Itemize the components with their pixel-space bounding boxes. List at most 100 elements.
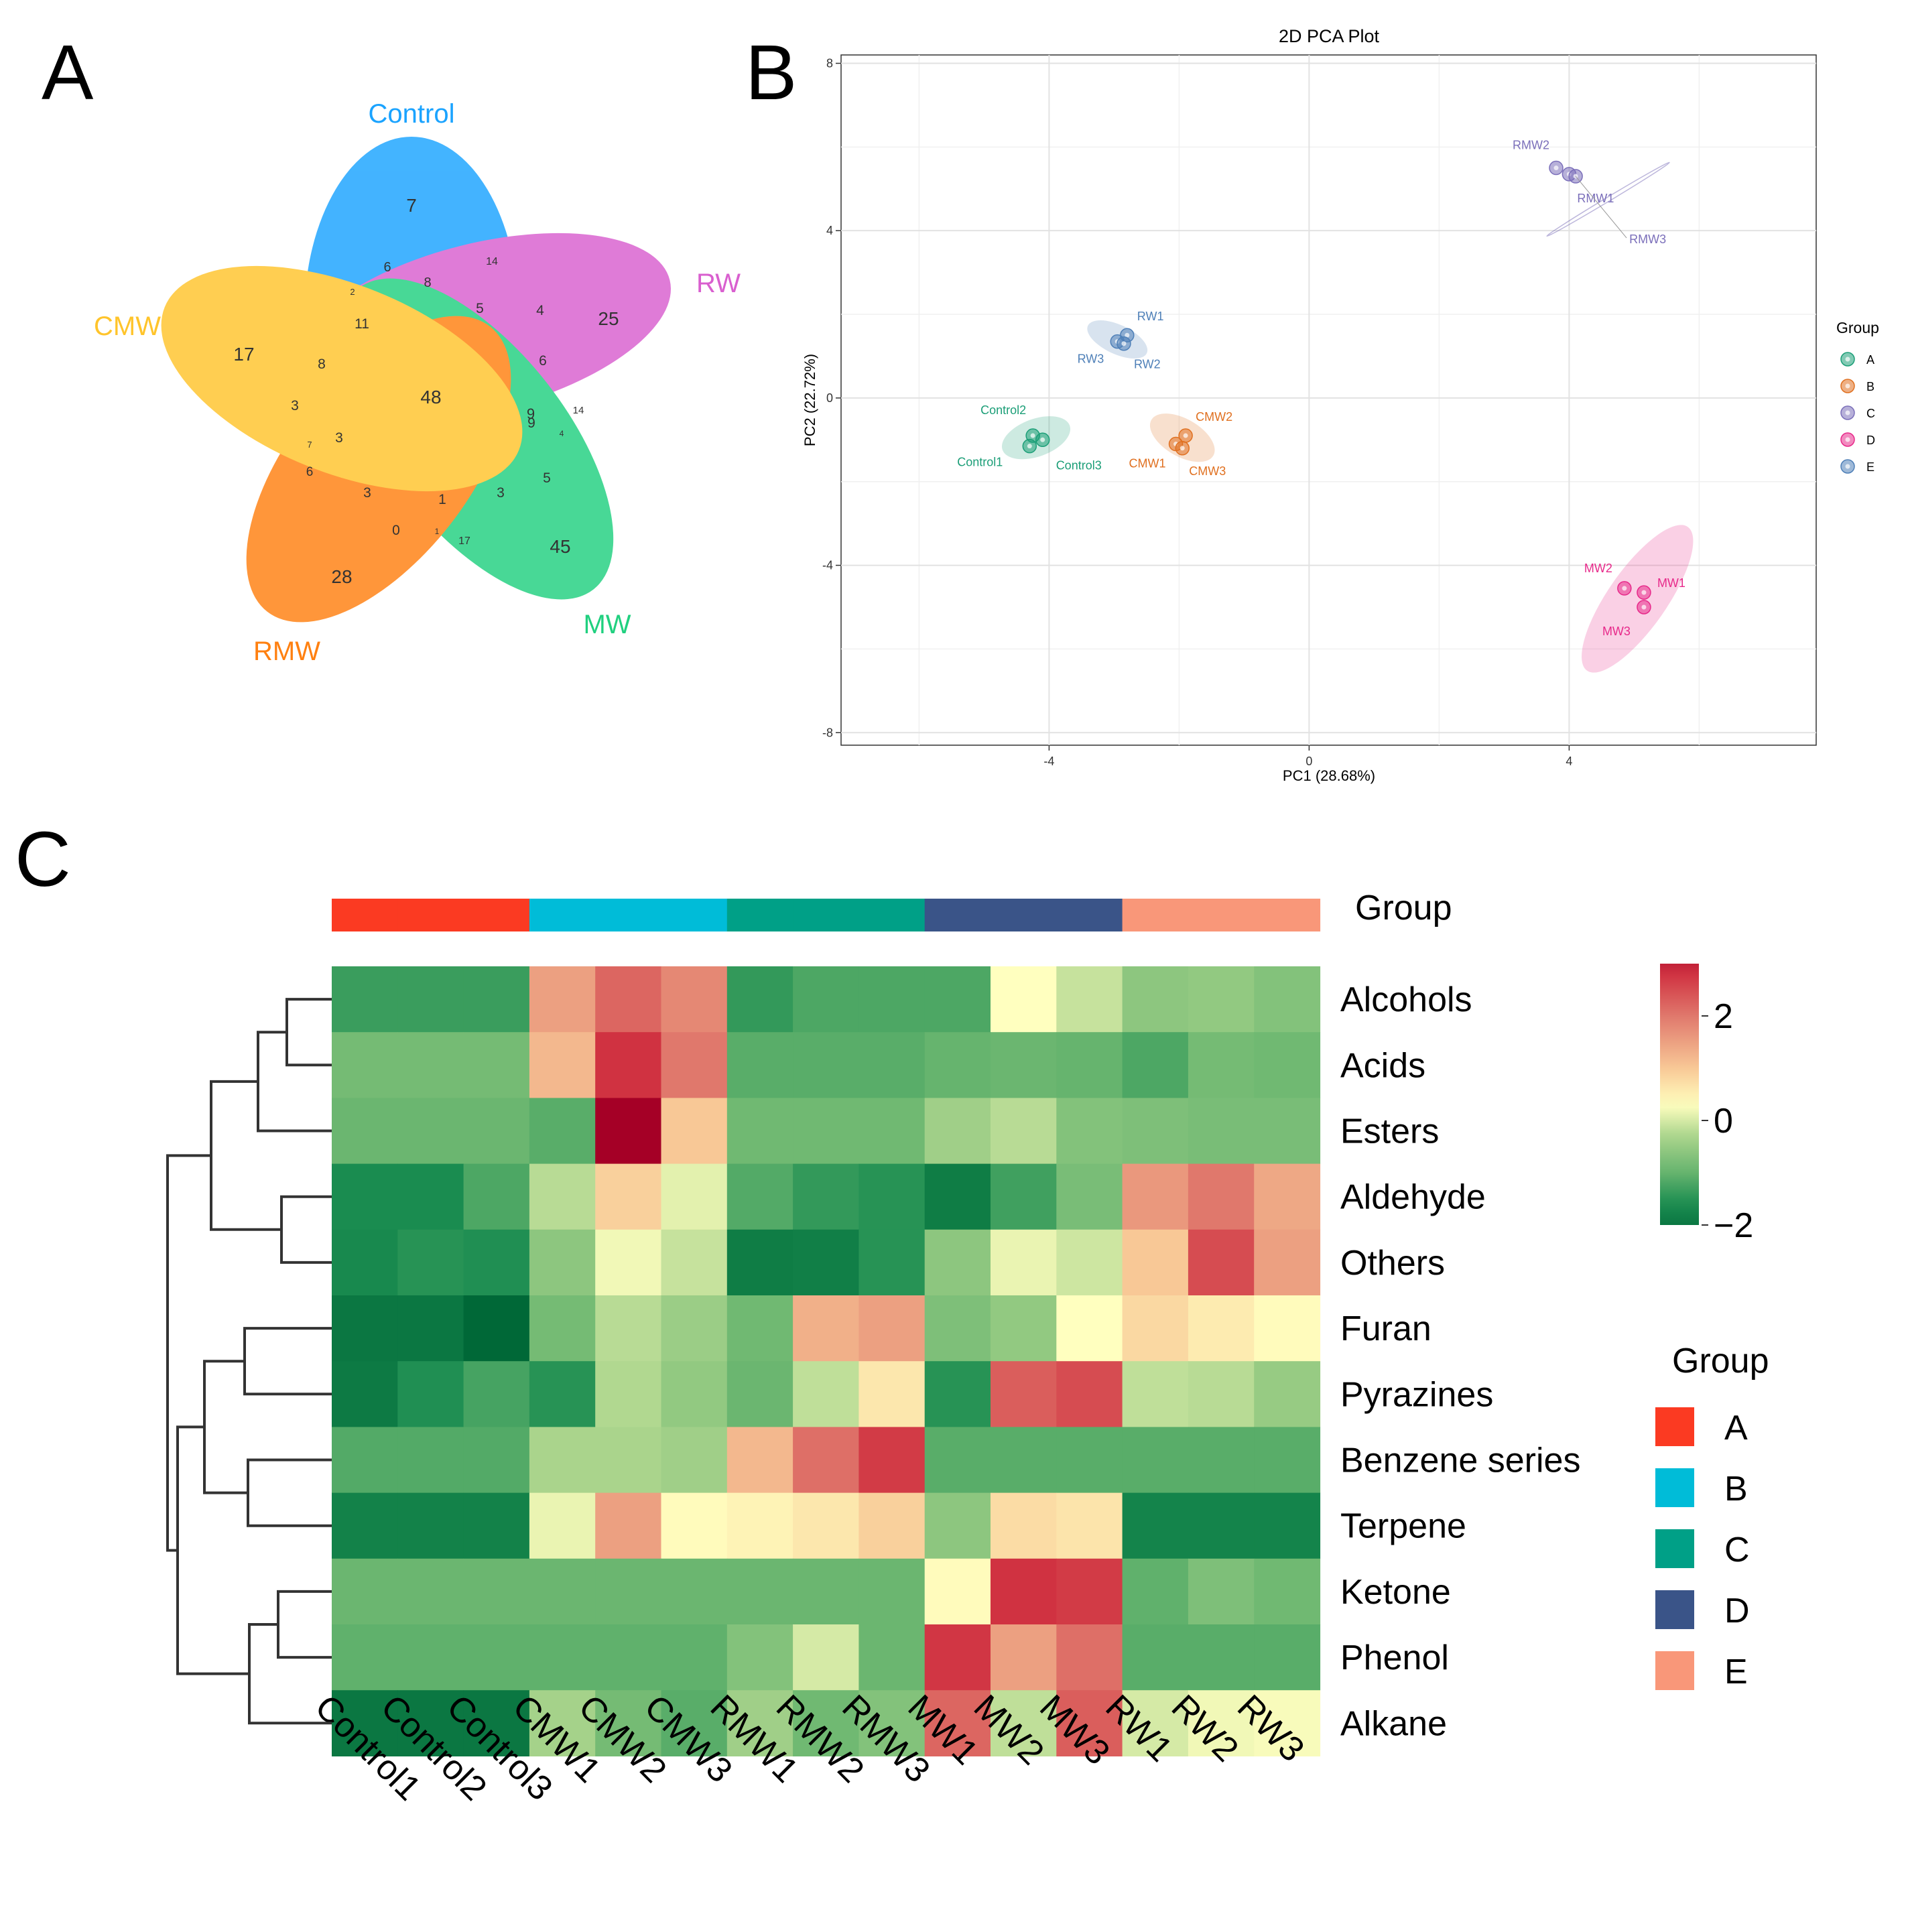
heatmap-cell <box>397 1624 464 1691</box>
heatmap-cell <box>1254 1427 1321 1494</box>
heatmap-annotation-cell <box>1122 899 1189 931</box>
heatmap-row-label: Ketone <box>1340 1573 1451 1612</box>
heatmap-cell <box>332 1427 398 1494</box>
heatmap-cell <box>726 1558 793 1625</box>
heatmap-cell <box>332 1361 398 1427</box>
heatmap-cell <box>1188 1427 1255 1494</box>
heatmap-cell <box>397 1032 464 1098</box>
heatmap-legend-label: B <box>1724 1470 1748 1508</box>
heatmap-annotation-cell <box>332 899 398 931</box>
pca-legend-key-center <box>1845 437 1850 442</box>
heatmap-annotation-cell <box>924 899 991 931</box>
panel-c-heatmap: C Group Alcohols Acids Esters Aldehyde Other… <box>15 816 1769 1808</box>
heatmap-cell <box>595 1098 662 1165</box>
heatmap-cell <box>1188 966 1255 1033</box>
venn-region-count: 5 <box>476 301 484 316</box>
heatmap-annotation-cell <box>529 899 596 931</box>
venn-region-count: 9 <box>527 405 535 422</box>
heatmap-legend-key-c <box>1655 1529 1694 1568</box>
heatmap-cell <box>793 1295 859 1362</box>
heatmap-cell <box>991 1427 1057 1494</box>
heatmap-cell <box>991 1492 1057 1559</box>
heatmap-cell <box>332 1032 398 1098</box>
heatmap-row-label: Pyrazines <box>1340 1375 1493 1414</box>
heatmap-legend-title: Group <box>1672 1342 1769 1380</box>
venn-count-rw-only: 25 <box>598 308 619 329</box>
heatmap-row-label: Furan <box>1340 1309 1431 1348</box>
heatmap-row-label: Aldehyde <box>1340 1178 1486 1217</box>
heatmap-cell <box>661 1098 728 1165</box>
heatmap-cell <box>1056 1492 1123 1559</box>
heatmap-cell <box>529 966 596 1033</box>
heatmap-cell <box>661 966 728 1033</box>
pca-title: 2D PCA Plot <box>1279 26 1380 46</box>
heatmap-cell <box>1122 1163 1189 1230</box>
heatmap-cell <box>463 966 530 1033</box>
heatmap-cell <box>858 1032 926 1098</box>
heatmap-cell <box>397 1361 464 1427</box>
heatmap-cell <box>1254 1295 1321 1362</box>
pca-point-label: MW3 <box>1602 625 1631 638</box>
venn-region-count: 4 <box>536 303 544 318</box>
pca-point-label: Control2 <box>980 403 1026 417</box>
pca-legend-label: E <box>1866 460 1874 474</box>
heatmap-cell <box>595 1624 662 1691</box>
pca-point-label: CMW3 <box>1189 464 1226 478</box>
pca-point-label: Control1 <box>957 456 1003 469</box>
heatmap-row-dendrogram <box>166 998 332 1725</box>
pca-point-label: CMW1 <box>1129 457 1166 470</box>
heatmap-cell <box>1254 1624 1321 1691</box>
heatmap-cell <box>793 1690 859 1756</box>
heatmap-row-label: Benzene series <box>1340 1441 1580 1480</box>
heatmap-cell <box>595 1295 662 1362</box>
heatmap-row-label: Terpene <box>1340 1507 1466 1546</box>
heatmap-cell <box>991 1295 1057 1362</box>
venn-region-count: 7 <box>307 440 312 450</box>
heatmap-cell <box>1122 1361 1189 1427</box>
heatmap-cell <box>1056 966 1123 1033</box>
pca-point-label: RW3 <box>1078 352 1104 366</box>
heatmap-cell <box>793 1361 859 1427</box>
heatmap-annotation-cell <box>1056 899 1123 931</box>
pca-legend: AB C DE <box>1840 352 1875 474</box>
pca-point-label: RW1 <box>1137 310 1164 323</box>
pca-point-label: CMW2 <box>1196 410 1232 424</box>
heatmap-cell <box>595 1229 662 1296</box>
dendrogram-branch <box>166 1154 211 1552</box>
heatmap-legend-label: D <box>1724 1592 1750 1630</box>
heatmap-cell <box>332 966 398 1033</box>
heatmap-legend-key-d <box>1655 1590 1694 1629</box>
heatmap-colorbar: 2 0 −2 <box>1660 964 1753 1245</box>
heatmap-cell <box>726 966 793 1033</box>
heatmap-cell <box>1056 1229 1123 1296</box>
heatmap-cell <box>726 1427 793 1494</box>
heatmap-cell <box>1056 1558 1123 1625</box>
venn-region-count: 3 <box>497 485 505 501</box>
heatmap-cell <box>595 1163 662 1230</box>
dendrogram-branch <box>247 1458 332 1527</box>
heatmap-cell <box>924 1098 991 1165</box>
heatmap-cell <box>726 1163 793 1230</box>
heatmap-cell <box>595 1032 662 1098</box>
heatmap-cell <box>991 1163 1057 1230</box>
heatmap-cell <box>661 1163 728 1230</box>
heatmap-cell <box>1056 1690 1123 1756</box>
venn-region-count: 2 <box>350 287 355 297</box>
venn-region-count: 3 <box>335 430 343 446</box>
heatmap-cell <box>397 966 464 1033</box>
panel-a-venn: A Control RW MW RMW CMW 7 25 45 28 17 48… <box>42 29 741 666</box>
pca-point-label: RMW1 <box>1577 192 1614 205</box>
heatmap-cell <box>661 1492 728 1559</box>
venn-ellipse-cmw <box>161 265 523 492</box>
heatmap-cell <box>1254 1032 1321 1098</box>
heatmap-cell <box>991 1624 1057 1691</box>
pca-point-center <box>1622 586 1627 591</box>
heatmap-cell <box>1188 1032 1255 1098</box>
heatmap-cell <box>1122 1492 1189 1559</box>
heatmap-cell <box>595 1492 662 1559</box>
heatmap-cell <box>1122 966 1189 1033</box>
heatmap-cell <box>991 1098 1057 1165</box>
heatmap-cell <box>463 1163 530 1230</box>
heatmap-annotation-cell <box>793 899 859 931</box>
heatmap-cell <box>1188 1295 1255 1362</box>
